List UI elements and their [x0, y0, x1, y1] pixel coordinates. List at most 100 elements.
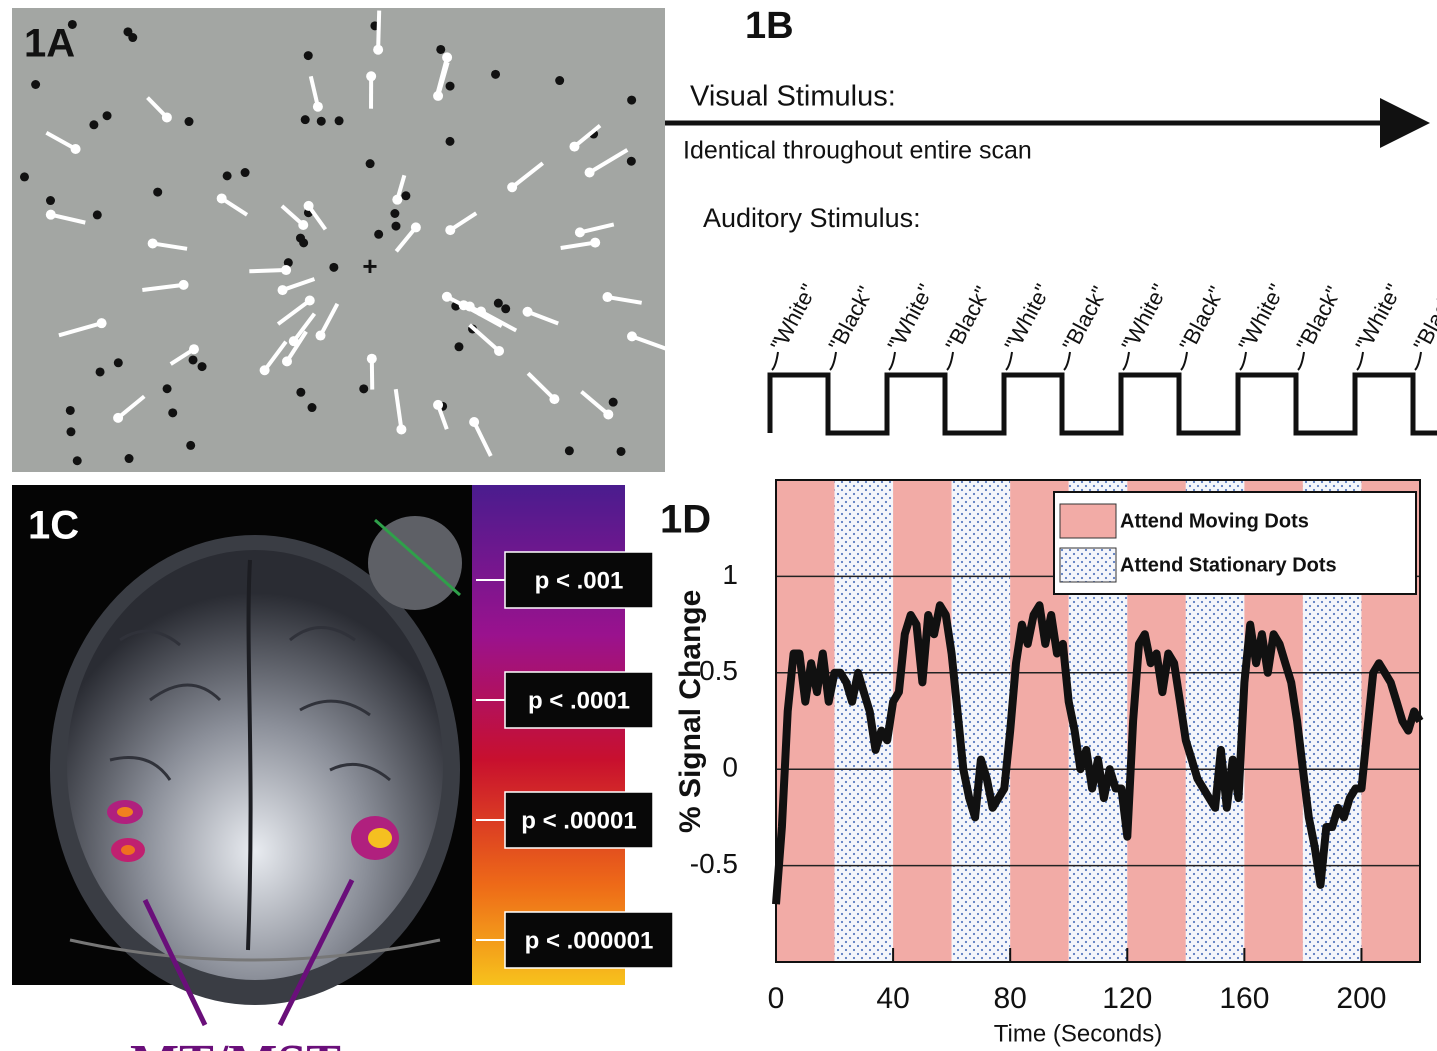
- word-arrow: [1240, 352, 1246, 370]
- stationary-dot: [20, 172, 29, 181]
- moving-dot: [392, 195, 402, 205]
- stationary-dot: [627, 157, 636, 166]
- stationary-dot: [308, 403, 317, 412]
- x-axis-label: Time (Seconds): [994, 1020, 1163, 1047]
- moving-dot: [507, 182, 517, 192]
- moving-dot: [367, 354, 377, 364]
- stimulus-field: [12, 8, 665, 472]
- stimulus-word: "Black": [1057, 282, 1112, 355]
- stimulus-word: "White": [1116, 280, 1172, 355]
- moving-dot: [585, 168, 595, 178]
- activation: [117, 807, 133, 817]
- figure: + 1A 1B Visual Stimulus: Identical throu…: [0, 0, 1437, 1051]
- stationary-dot: [317, 117, 326, 126]
- x-tick-label: 160: [1219, 982, 1269, 1015]
- stimulus-word: "Black": [823, 282, 878, 355]
- stationary-dot: [186, 441, 195, 450]
- stationary-dot: [617, 447, 626, 456]
- y-tick-label: -0.5: [690, 848, 738, 879]
- moving-dot: [162, 112, 172, 122]
- stimulus-word: "Black": [1408, 282, 1437, 355]
- threshold-label: p < .00001: [521, 807, 636, 834]
- stationary-dot: [329, 263, 338, 272]
- stationary-dot: [241, 168, 250, 177]
- midline: [248, 560, 251, 950]
- moving-dot: [411, 222, 421, 232]
- word-arrow: [1006, 352, 1012, 370]
- threshold-label: p < .001: [535, 567, 624, 594]
- legend-swatch: [1060, 548, 1116, 582]
- threshold-label: p < .000001: [525, 927, 654, 954]
- stationary-dot: [401, 191, 410, 200]
- panel-label: 1C: [28, 504, 79, 548]
- stationary-dot: [153, 188, 162, 197]
- stationary-dot: [436, 45, 445, 54]
- stationary-dot: [46, 196, 55, 205]
- stationary-dot: [189, 355, 198, 364]
- legend-label: Attend Stationary Dots: [1120, 554, 1337, 576]
- stationary-dot: [390, 209, 399, 218]
- moving-dot: [445, 225, 455, 235]
- legend-swatch: [1060, 504, 1116, 538]
- moving-dot: [305, 295, 315, 305]
- stationary-dot: [446, 82, 455, 91]
- moving-dot: [46, 210, 56, 220]
- moving-dot: [179, 280, 189, 290]
- moving-dot: [366, 71, 376, 81]
- panel-1c: 1C MT/MST p < .001p < .0001p < .00001p <…: [12, 485, 673, 1051]
- stationary-dot: [198, 362, 207, 371]
- note: Identical throughout entire scan: [683, 137, 1032, 165]
- moving-dot: [217, 193, 227, 203]
- stationary-dot: [494, 299, 503, 308]
- word-arrow: [1415, 352, 1421, 370]
- moving-dot: [260, 365, 270, 375]
- stationary-dot: [89, 120, 98, 129]
- stationary-dot: [168, 408, 177, 417]
- word-arrow: [889, 352, 895, 370]
- moving-dot: [304, 201, 314, 211]
- stationary-dot: [565, 446, 574, 455]
- stationary-dot: [93, 210, 102, 219]
- stationary-dot: [445, 137, 454, 146]
- moving-dot: [373, 45, 383, 55]
- panel-1d: -0.500.5104080120160200Time (Seconds)% S…: [674, 480, 1420, 1047]
- moving-dot: [459, 300, 469, 310]
- stationary-dot: [96, 367, 105, 376]
- word-arrow: [1064, 352, 1070, 370]
- stationary-dot: [223, 171, 232, 180]
- moving-dot: [442, 52, 452, 62]
- stationary-dot: [73, 456, 82, 465]
- moving-dot: [396, 424, 406, 434]
- panel-1b: 1B Visual Stimulus: Identical throughout…: [665, 5, 1437, 433]
- moving-dot: [148, 238, 158, 248]
- moving-dot: [189, 344, 199, 354]
- word-arrow: [1298, 352, 1304, 370]
- stimulus-word: "Black": [1174, 282, 1229, 355]
- moving-dot: [627, 331, 637, 341]
- moving-dot: [313, 102, 323, 112]
- stimulus-word: "Black": [1291, 282, 1346, 355]
- moving-dot: [494, 346, 504, 356]
- y-tick-label: 0: [722, 752, 738, 783]
- stimulus-word: "White": [882, 280, 938, 355]
- condition-block: [893, 480, 952, 962]
- word-arrow: [1123, 352, 1129, 370]
- moving-dot: [575, 227, 585, 237]
- heading: Visual Stimulus:: [690, 81, 896, 113]
- stationary-dot: [301, 115, 310, 124]
- moving-dot: [113, 413, 123, 423]
- heading: Auditory Stimulus:: [703, 203, 921, 233]
- moving-dot: [569, 142, 579, 152]
- stationary-dot: [391, 222, 400, 231]
- stationary-dot: [184, 117, 193, 126]
- stationary-dot: [296, 234, 305, 243]
- stimulus-word: "White": [999, 280, 1055, 355]
- stationary-dot: [125, 454, 134, 463]
- panel-1a: + 1A: [12, 8, 667, 472]
- moving-dot: [278, 285, 288, 295]
- stationary-dot: [359, 384, 368, 393]
- x-tick-label: 40: [876, 982, 909, 1015]
- panel-label: 1D: [660, 498, 711, 542]
- x-tick-label: 80: [993, 982, 1026, 1015]
- moving-dot: [433, 91, 443, 101]
